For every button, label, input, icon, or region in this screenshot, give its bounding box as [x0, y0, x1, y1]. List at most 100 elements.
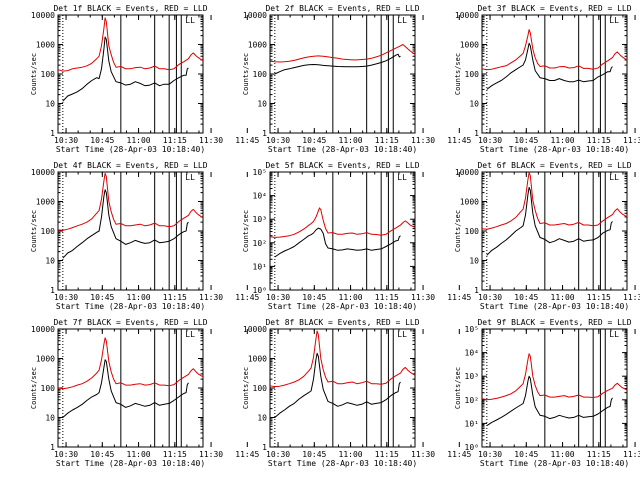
- y-tick-label: 1: [474, 286, 479, 295]
- y-tick-label: 100: [253, 384, 268, 393]
- y-tick-label: 10000: [243, 11, 267, 20]
- y-tick-label: 10000: [455, 168, 479, 177]
- panel-title: Det 7f BLACK = Events, RED = LLD: [53, 318, 207, 327]
- y-axis-title: Counts/sec: [242, 210, 250, 252]
- x-tick-label: 11:00: [551, 136, 575, 145]
- y-axis-title: Counts/sec: [454, 367, 462, 409]
- y-tick-label: 10³: [465, 372, 479, 381]
- y-tick-label: 1000: [248, 355, 267, 364]
- x-tick-label: 10:45: [90, 293, 114, 302]
- panel-title: Det 2f BLACK = Events, RED = LLD: [265, 4, 419, 13]
- x-tick-label: 10:45: [302, 450, 326, 459]
- y-tick-label: 10¹: [253, 262, 267, 271]
- x-tick-label: 10:30: [54, 450, 78, 459]
- x-tick-label: 10:45: [514, 136, 538, 145]
- y-axis-title: Counts/sec: [454, 53, 462, 95]
- y-tick-label: 100: [41, 384, 56, 393]
- x-tick-label: 11:30: [623, 293, 640, 302]
- x-tick-label: 11:45: [447, 293, 471, 302]
- x-tick-label: 10:45: [302, 293, 326, 302]
- series-line-lld: [57, 172, 204, 231]
- y-tick-label: 10: [469, 257, 479, 266]
- marker-label: L: [397, 173, 402, 182]
- marker-label: L: [614, 16, 619, 25]
- series-line-events: [486, 42, 613, 90]
- x-tick-label: 11:15: [163, 450, 187, 459]
- y-tick-label: 1000: [36, 198, 55, 207]
- x-tick-label: 11:00: [127, 450, 151, 459]
- x-tick-label: 11:30: [199, 450, 223, 459]
- y-tick-label: 10⁰: [253, 286, 267, 295]
- x-axis-title: Start Time (28-Apr-03 10:18:40): [480, 145, 629, 154]
- detector-panel: Det 1f BLACK = Events, RED = LLD 1 10 100 10…: [30, 4, 260, 154]
- x-tick-label: 11:15: [587, 293, 611, 302]
- marker-label: L: [190, 16, 195, 25]
- x-tick-label: 11:15: [587, 136, 611, 145]
- detector-panel: Det 8f BLACK = Events, RED = LLD 1 10 100 10…: [242, 318, 472, 468]
- x-tick-label: 10:45: [514, 450, 538, 459]
- y-tick-label: 1000: [36, 355, 55, 364]
- y-tick-label: 10: [45, 100, 55, 109]
- x-tick-label: 11:00: [127, 136, 151, 145]
- marker-label: L: [185, 16, 190, 25]
- x-tick-label: 11:15: [163, 136, 187, 145]
- x-tick-label: 11:30: [411, 293, 435, 302]
- y-tick-label: 10: [257, 414, 267, 423]
- marker-label: L: [609, 330, 614, 339]
- y-axis-title: Counts/sec: [242, 53, 250, 95]
- panel-title: Det 4f BLACK = Events, RED = LLD: [53, 161, 207, 170]
- x-axis-title: Start Time (28-Apr-03 10:18:40): [268, 145, 417, 154]
- y-tick-label: 10: [257, 100, 267, 109]
- x-tick-label: 11:00: [551, 293, 575, 302]
- series-line-events: [486, 375, 613, 427]
- x-axis-title: Start Time (28-Apr-03 10:18:40): [268, 459, 417, 468]
- x-tick-label: 11:45: [235, 136, 259, 145]
- x-tick-label: 10:30: [478, 293, 502, 302]
- series-line-lld: [481, 172, 628, 230]
- y-tick-label: 1: [474, 129, 479, 138]
- series-line-events: [274, 352, 401, 418]
- x-axis-title: Start Time (28-Apr-03 10:18:40): [480, 302, 629, 311]
- y-tick-label: 10⁴: [253, 192, 267, 201]
- y-tick-label: 1: [262, 443, 267, 452]
- y-tick-label: 10000: [31, 168, 55, 177]
- x-axis-title: Start Time (28-Apr-03 10:18:40): [56, 459, 205, 468]
- x-tick-label: 11:30: [411, 136, 435, 145]
- y-axis-title: Counts/sec: [454, 210, 462, 252]
- panel-title: Det 5f BLACK = Events, RED = LLD: [265, 161, 419, 170]
- x-tick-label: 11:15: [375, 293, 399, 302]
- marker-label: L: [614, 173, 619, 182]
- series-line-events: [62, 189, 189, 259]
- x-axis-title: Start Time (28-Apr-03 10:18:40): [56, 302, 205, 311]
- y-tick-label: 1: [262, 129, 267, 138]
- series-line-events: [274, 227, 401, 258]
- series-line-lld: [269, 44, 416, 63]
- x-tick-label: 10:30: [54, 136, 78, 145]
- marker-label: L: [397, 330, 402, 339]
- y-axis-title: Counts/sec: [242, 367, 250, 409]
- x-tick-label: 11:45: [447, 136, 471, 145]
- y-tick-label: 100: [41, 227, 56, 236]
- y-tick-label: 10²: [253, 239, 267, 248]
- x-tick-label: 10:45: [514, 293, 538, 302]
- y-tick-label: 10²: [465, 396, 479, 405]
- detector-panel: Det 3f BLACK = Events, RED = LLD 1 10 100 10…: [454, 4, 640, 154]
- x-tick-label: 10:45: [302, 136, 326, 145]
- panel-title: Det 9f BLACK = Events, RED = LLD: [477, 318, 631, 327]
- x-tick-label: 10:30: [266, 293, 290, 302]
- detector-panel: Det 6f BLACK = Events, RED = LLD 1 10 100 10…: [454, 161, 640, 311]
- y-tick-label: 10⁵: [465, 325, 479, 334]
- detector-panel: Det 5f BLACK = Events, RED = LLD 10⁰ 10¹ 10…: [242, 161, 472, 311]
- marker-label: L: [402, 330, 407, 339]
- marker-label: L: [185, 173, 190, 182]
- x-tick-label: 10:30: [54, 293, 78, 302]
- x-tick-label: 11:45: [235, 293, 259, 302]
- y-tick-label: 10000: [243, 325, 267, 334]
- series-line-lld: [269, 330, 416, 388]
- marker-label: L: [185, 330, 190, 339]
- marker-label: L: [402, 173, 407, 182]
- y-tick-label: 10: [45, 257, 55, 266]
- y-tick-label: 10⁵: [253, 168, 267, 177]
- y-tick-label: 10000: [455, 11, 479, 20]
- y-tick-label: 100: [41, 70, 56, 79]
